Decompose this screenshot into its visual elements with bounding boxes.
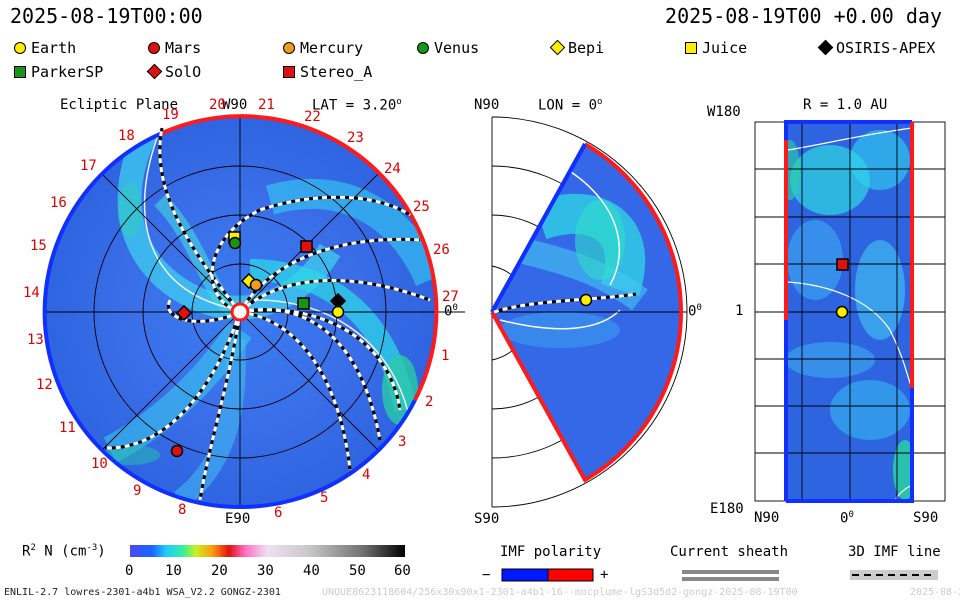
meridional-bottom-label: S90 [474,511,500,527]
meridional-angle-label: 00 [688,303,702,320]
meridional-panel [490,116,688,508]
legend-parkersp: ParkerSP [14,63,103,81]
parkersp-marker-icon [14,66,26,78]
colorbar-tick: 10 [165,563,182,579]
legend-osiris-apex: OSIRIS-APEX [817,39,935,57]
mars-marker [170,444,184,458]
carrington-label: 3 [398,434,407,450]
juice-marker-icon [685,42,697,54]
meridional-top-label: N90 [474,97,500,113]
legend-venus: Venus [417,39,479,57]
carrington-label: 2 [425,394,434,410]
imf-positive-swatch [547,568,594,582]
ecliptic-angle-label: 00 [444,303,458,320]
osiris-apex-marker [329,292,347,310]
venus-marker [228,236,242,250]
carrington-label: 14 [23,285,40,301]
carrington-label: 21 [258,97,275,113]
colorbar-tick: 50 [349,563,366,579]
legend-stereo-a: Stereo_A [283,63,372,81]
imf-line-title: 3D IMF line [848,544,941,560]
carrington-label: 19 [162,107,179,123]
venus-marker-icon [417,42,429,54]
legend-earth: Earth [14,39,76,57]
carrington-label: 18 [118,128,135,144]
current-sheath-swatch [682,570,779,574]
sphere-title: R = 1.0 AU [803,97,888,113]
earth-marker-sphere [835,305,849,319]
carrington-label: 22 [304,109,321,125]
mars-marker-icon [148,42,160,54]
legend-solo: SolO [146,63,201,81]
stereo-a-marker [300,240,313,253]
imf-minus-label: − [482,567,491,583]
lon-label: LON = 0o [538,97,603,114]
legend-mars: Mars [148,39,201,57]
stereo-a-marker-icon [283,66,295,78]
colorbar-tick: 20 [211,563,228,579]
date-left: 2025-08-19T00:00 [10,4,203,28]
carrington-label: 16 [50,195,67,211]
carrington-label: 5 [320,490,329,506]
carrington-label: 4 [362,467,371,483]
footer-run-id: UNQUE8623118604/256x30x90x1-2301-a4b1-16… [322,587,798,598]
sphere-x-right: S90 [913,510,939,526]
carrington-label: 8 [178,502,187,518]
ecliptic-panel [42,114,465,510]
colorbar-label: R2 N (cm-3) [22,543,106,560]
colorbar-tick: 30 [257,563,274,579]
imf-polarity-title: IMF polarity [500,544,602,560]
carrington-label: 25 [413,199,430,215]
carrington-label: 17 [80,158,97,174]
earth-marker-meridional [579,293,593,307]
earth-marker [331,305,345,319]
ecliptic-top-label: W90 [222,97,248,113]
earth-marker-icon [14,42,26,54]
sphere-top-label: W180 [707,104,741,120]
carrington-label: 24 [384,161,401,177]
carrington-label: 27 [442,289,459,305]
solo-marker [175,304,193,322]
imf-plus-label: + [600,567,609,583]
current-sheath-title: Current sheath [670,544,789,560]
date-right: 2025-08-19T00 +0.00 day [665,4,942,28]
carrington-label: 9 [133,483,142,499]
ecliptic-title: Ecliptic Plane [60,97,179,113]
imf-negative-swatch [501,568,549,582]
legend-bepi: Bepi [549,39,604,57]
carrington-label: 23 [347,130,364,146]
parkersp-marker [297,297,310,310]
lat-label: LAT = 3.20o [312,97,402,114]
colorbar [130,545,405,557]
sphere-x-mid: 00 [840,510,854,527]
legend-juice: Juice [685,39,747,57]
mercury-marker [249,278,263,292]
stereo-a-marker-sphere [836,258,849,271]
ecliptic-bottom-label: E90 [225,511,251,527]
carrington-label: 11 [59,420,76,436]
carrington-label: 15 [30,238,47,254]
legend-mercury: Mercury [283,39,363,57]
sphere-mid-label: 1 [735,303,744,319]
sphere-bottom-label: E180 [710,501,744,517]
footer-model-info: ENLIL-2.7 lowres-2301-a4b1 WSA_V2.2 GONG… [4,587,281,598]
mercury-marker-icon [283,42,295,54]
colorbar-tick: 0 [125,563,134,579]
carrington-label: 13 [27,332,44,348]
carrington-label: 6 [274,505,283,521]
carrington-label: 10 [91,456,108,472]
carrington-label: 1 [441,348,450,364]
carrington-label: 20 [209,97,226,113]
carrington-label: 26 [433,242,450,258]
colorbar-tick: 40 [303,563,320,579]
colorbar-tick: 60 [394,563,411,579]
sphere-panel [754,120,946,503]
footer-date: 2025-08-20 [910,587,960,598]
carrington-label: 12 [36,377,53,393]
sphere-x-left: N90 [754,510,780,526]
